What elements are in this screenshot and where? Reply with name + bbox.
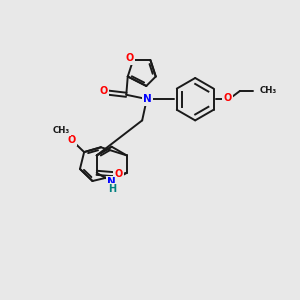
Text: N: N (143, 94, 152, 104)
Text: O: O (114, 169, 123, 179)
Text: O: O (125, 53, 134, 63)
Text: H: H (108, 184, 116, 194)
Text: CH₃: CH₃ (260, 86, 277, 95)
Text: O: O (68, 135, 76, 145)
Text: O: O (224, 93, 232, 103)
Text: CH₃: CH₃ (53, 126, 70, 135)
Text: O: O (99, 86, 107, 96)
Text: N: N (107, 177, 116, 187)
